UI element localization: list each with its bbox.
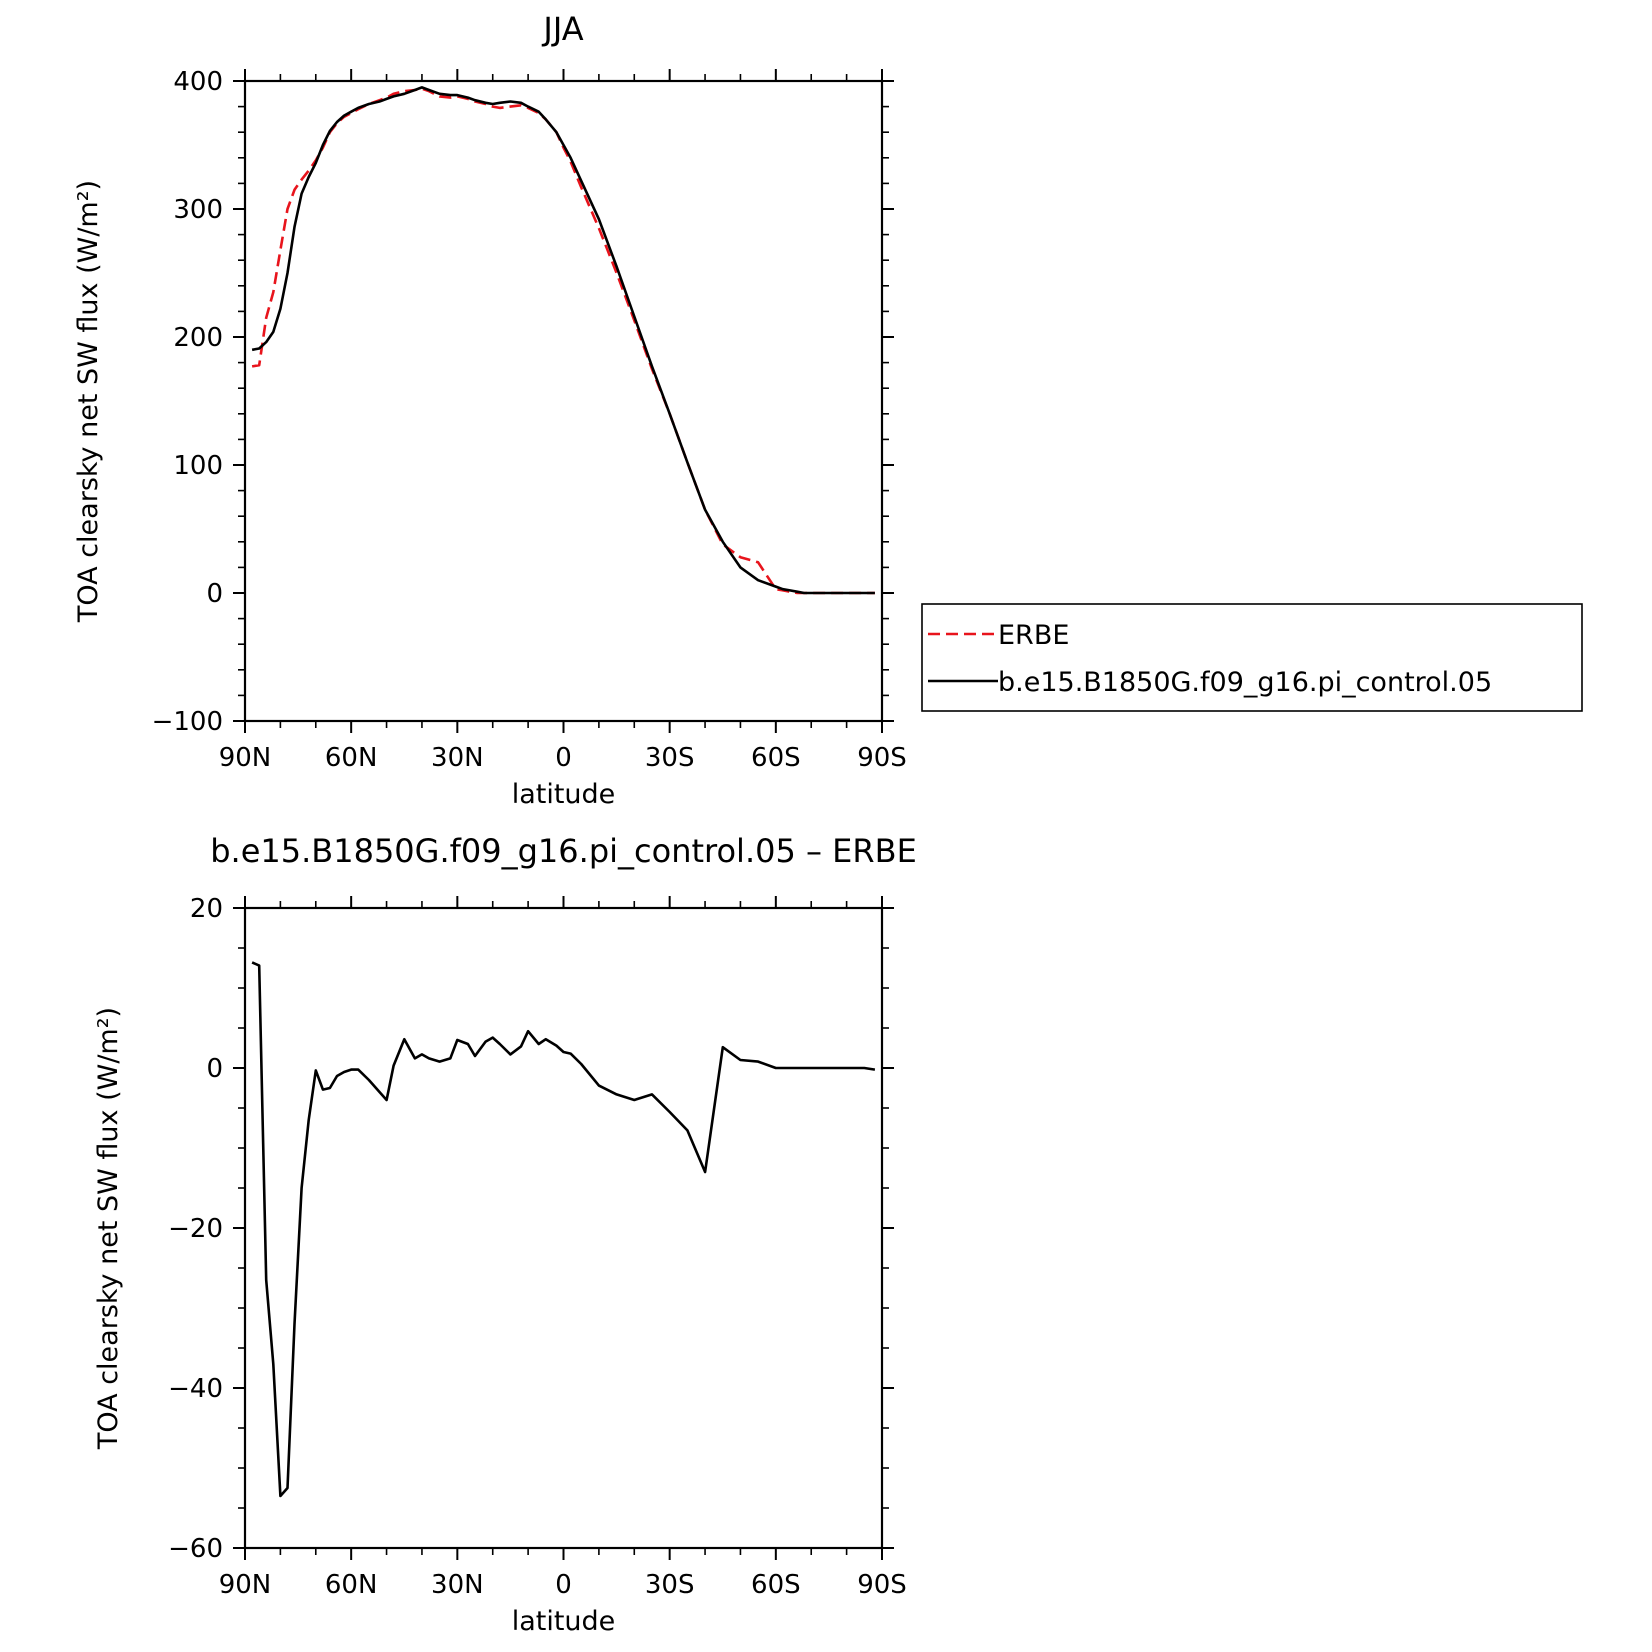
x-tick-label: 90S xyxy=(857,1570,907,1600)
x-tick-label: 90N xyxy=(219,1570,272,1600)
y-tick-label: −20 xyxy=(168,1214,223,1244)
y-tick-label: −100 xyxy=(152,707,223,737)
y-tick-label: 100 xyxy=(173,451,223,481)
legend-entry-0: ERBE xyxy=(998,620,1069,651)
x-tick-label: 60S xyxy=(751,743,801,773)
chart-title: JJA xyxy=(541,10,583,48)
x-tick-label: 90S xyxy=(857,743,907,773)
y-tick-label: −60 xyxy=(168,1534,223,1564)
plot-frame xyxy=(243,906,884,1550)
x-tick-label: 60S xyxy=(751,1570,801,1600)
y-tick-label: 400 xyxy=(173,67,223,97)
y-tick-label: 20 xyxy=(190,894,223,924)
y-tick-label: −40 xyxy=(168,1374,223,1404)
series-line-0 xyxy=(251,961,876,1498)
legend-box xyxy=(921,603,1583,712)
x-tick-label: 30S xyxy=(645,743,695,773)
y-tick-label: 0 xyxy=(206,579,223,609)
x-tick-label: 60N xyxy=(325,743,378,773)
legend: ERBE b.e15.B1850G.f09_g16.pi_control.05 xyxy=(921,603,1583,712)
series-line-0 xyxy=(251,87,875,595)
bottom-panel: 90N 60N 30N 0 30S 60S 90S −60 −40 −20 0 20 b.e15.B18… xyxy=(93,832,917,1637)
x-tick-label: 30N xyxy=(431,1570,484,1600)
x-axis-label: latitude xyxy=(512,1606,616,1637)
x-tick-label: 60N xyxy=(325,1570,378,1600)
y-tick-label: 0 xyxy=(206,1054,223,1084)
y-tick-label: 200 xyxy=(173,323,223,353)
top-panel: 90N 60N 30N 0 30S 60S 90S −100 0 100 200 300 400 JJA l… xyxy=(73,10,907,810)
plot-frame xyxy=(243,79,884,723)
y-tick-label: 300 xyxy=(173,195,223,225)
x-axis-label: latitude xyxy=(512,779,616,810)
y-axis-label: TOA clearsky net SW flux (W/m²) xyxy=(73,180,104,623)
legend-entry-1: b.e15.B1850G.f09_g16.pi_control.05 xyxy=(998,667,1492,698)
x-tick-label: 90N xyxy=(219,743,272,773)
chart-title: b.e15.B1850G.f09_g16.pi_control.05 – ERB… xyxy=(210,832,917,870)
x-tick-label: 30S xyxy=(645,1570,695,1600)
x-tick-label: 0 xyxy=(555,1570,572,1600)
y-axis-label: TOA clearsky net SW flux (W/m²) xyxy=(93,1007,124,1450)
x-tick-label: 30N xyxy=(431,743,484,773)
x-tick-label: 0 xyxy=(555,743,572,773)
series-line-1 xyxy=(251,86,875,595)
